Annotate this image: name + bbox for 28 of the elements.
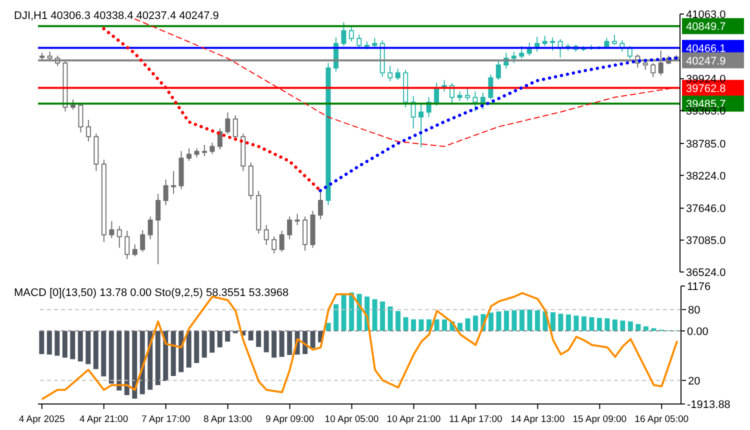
ref-line-label: 40466.1 [686, 42, 726, 55]
x-tick-label: 9 Apr 09:00 [265, 414, 314, 425]
y2-tick-label: 80 [688, 304, 700, 317]
x-tick-label: 4 Apr 21:00 [80, 414, 128, 425]
y-tick-label: 0.00 [687, 326, 708, 338]
y2-tick-label: 20 [688, 375, 700, 388]
x-tick-label: 4 Apr 2025 [18, 414, 65, 425]
y-tick-label: 38224.0 [686, 170, 726, 182]
x-tick-label: 10 Apr 05:00 [324, 414, 379, 425]
chart-title: MACD [0](13,50) 13.78 0.00 Sto(9,2,5) 58.3551 53.3968 [14, 287, 289, 299]
y-tick-label: 41063.0 [686, 8, 726, 21]
y-tick-label: 37646.0 [686, 203, 726, 216]
x-tick-label: 11 Apr 17:00 [449, 414, 502, 425]
x-tick-label: 14 Apr 13:00 [510, 414, 565, 425]
ref-line-label: 39762.8 [686, 82, 726, 95]
x-tick-label: 15 Apr 09:00 [572, 414, 627, 425]
chart-title: DJI,H1 40306.3 40338.4 40237.4 40247.9 [14, 10, 219, 22]
y-tick-label: 38785.0 [686, 138, 726, 150]
x-tick-label: 7 Apr 17:00 [142, 414, 190, 425]
ref-line-label: 40849.7 [686, 21, 726, 34]
ref-line-label: 40247.9 [686, 55, 726, 68]
x-tick-label: 8 Apr 13:00 [203, 414, 252, 425]
y-tick-label: 1176 [687, 280, 711, 293]
x-tick-label: 16 Apr 05:00 [634, 414, 689, 425]
y-tick-label: 36524.0 [686, 266, 726, 279]
y-tick-label: 37085.0 [686, 235, 726, 248]
y-tick-label: -1913.88 [687, 398, 730, 411]
x-tick-label: 10 Apr 21:00 [386, 414, 441, 425]
